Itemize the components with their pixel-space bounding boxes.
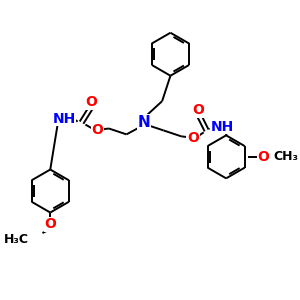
Text: O: O (44, 217, 56, 231)
Text: O: O (91, 124, 103, 137)
Text: O: O (192, 103, 204, 117)
Text: CH₃: CH₃ (273, 150, 298, 163)
Text: O: O (257, 150, 269, 164)
Text: O: O (187, 131, 199, 145)
Text: N: N (138, 115, 150, 130)
Text: NH: NH (211, 119, 234, 134)
Text: H₃C: H₃C (4, 233, 29, 246)
Text: O: O (85, 95, 97, 109)
Text: NH: NH (52, 112, 76, 126)
